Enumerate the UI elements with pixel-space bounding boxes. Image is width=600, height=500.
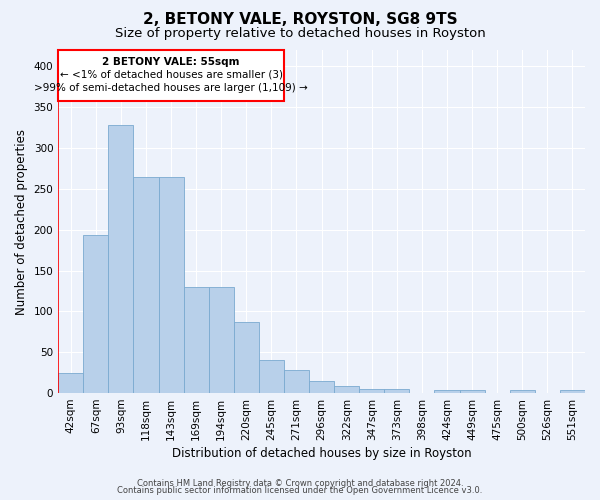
Bar bbox=[560, 390, 585, 393]
Text: Contains HM Land Registry data © Crown copyright and database right 2024.: Contains HM Land Registry data © Crown c… bbox=[137, 478, 463, 488]
Bar bbox=[184, 287, 209, 393]
X-axis label: Distribution of detached houses by size in Royston: Distribution of detached houses by size … bbox=[172, 447, 472, 460]
Text: ← <1% of detached houses are smaller (3): ← <1% of detached houses are smaller (3) bbox=[59, 70, 283, 80]
Bar bbox=[284, 370, 309, 393]
Bar bbox=[83, 236, 109, 393]
Bar bbox=[158, 176, 184, 393]
Bar bbox=[385, 389, 409, 393]
Bar bbox=[259, 360, 284, 393]
Bar bbox=[309, 381, 334, 393]
Bar bbox=[58, 372, 83, 393]
Y-axis label: Number of detached properties: Number of detached properties bbox=[15, 128, 28, 314]
Bar bbox=[434, 390, 460, 393]
Text: Contains public sector information licensed under the Open Government Licence v3: Contains public sector information licen… bbox=[118, 486, 482, 495]
Bar bbox=[510, 390, 535, 393]
Bar bbox=[234, 322, 259, 393]
FancyBboxPatch shape bbox=[58, 50, 284, 100]
Bar bbox=[209, 287, 234, 393]
Bar bbox=[460, 390, 485, 393]
Bar bbox=[133, 176, 158, 393]
Text: >99% of semi-detached houses are larger (1,109) →: >99% of semi-detached houses are larger … bbox=[34, 82, 308, 92]
Text: 2 BETONY VALE: 55sqm: 2 BETONY VALE: 55sqm bbox=[103, 56, 240, 66]
Text: 2, BETONY VALE, ROYSTON, SG8 9TS: 2, BETONY VALE, ROYSTON, SG8 9TS bbox=[143, 12, 457, 28]
Bar bbox=[359, 389, 385, 393]
Bar bbox=[109, 125, 133, 393]
Bar bbox=[334, 386, 359, 393]
Text: Size of property relative to detached houses in Royston: Size of property relative to detached ho… bbox=[115, 28, 485, 40]
